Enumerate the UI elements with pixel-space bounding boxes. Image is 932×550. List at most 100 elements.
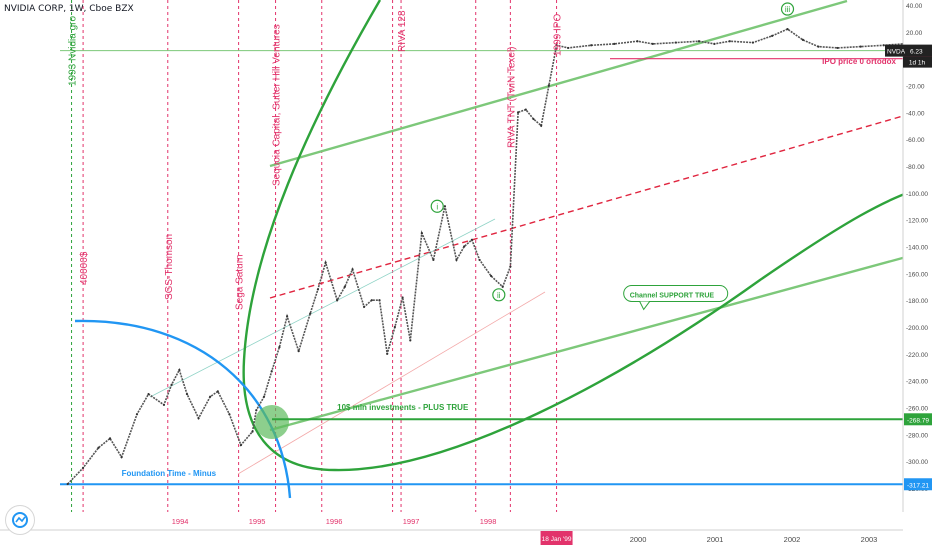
price-point: [286, 315, 289, 318]
price-point: [455, 258, 458, 262]
y-tick-label: -140.00: [906, 245, 928, 252]
price-point: [420, 231, 423, 235]
x-tick-label: 1998: [480, 517, 497, 526]
investment-label: 10$ mln investments - PLUS TRUE: [337, 403, 469, 412]
price-point: [378, 299, 381, 302]
x-tick-label: 1994: [172, 517, 189, 526]
price-point: [651, 42, 654, 46]
price-point: [501, 285, 504, 288]
wave-label-circle: [780, 2, 795, 16]
price-point: [162, 403, 166, 406]
price-point: [516, 111, 520, 114]
level-price-tag: [904, 413, 932, 426]
price-point: [674, 41, 677, 44]
price-point: [636, 40, 639, 43]
price-point: [120, 456, 123, 459]
countdown-text: 1d 1h: [909, 60, 926, 67]
price-point: [524, 108, 527, 111]
price-point: [170, 383, 173, 386]
price-point: [401, 296, 404, 299]
price-point: [478, 258, 481, 262]
marker-label: Sega Saturn: [235, 254, 246, 310]
price-point: [786, 28, 789, 31]
price-point: [324, 261, 327, 264]
price-point: [409, 339, 412, 342]
y-tick-label: -200.00: [906, 325, 928, 332]
chart-title: NVIDIA CORP, 1W, Cboe BZX: [4, 4, 134, 14]
channel-support-line: [269, 248, 932, 432]
channel-support-callout: [623, 284, 729, 302]
marker-label: RIVA 128: [397, 10, 408, 52]
countdown-tag: [903, 56, 932, 68]
y-tick-label: -100.00: [906, 191, 928, 198]
callout-pointer: [639, 301, 651, 311]
green-parabola-curve: [242, 0, 932, 472]
price-point: [97, 446, 100, 449]
level-price-text: -317.21: [907, 482, 929, 489]
x-tick-label: 2002: [784, 535, 801, 544]
price-point: [836, 46, 839, 50]
y-tick-label: -220.00: [906, 352, 928, 359]
blue-arc: [74, 319, 292, 499]
price-point: [470, 238, 473, 241]
x-tick-label: 2001: [707, 535, 724, 544]
price-point: [882, 44, 885, 47]
price-point: [228, 413, 231, 416]
price-point: [343, 285, 346, 288]
price-point: [255, 409, 258, 412]
symbol-price-tag: [885, 44, 932, 57]
x-tick-label: 2003: [861, 535, 878, 544]
price-point: [209, 395, 212, 398]
price-point: [108, 437, 112, 440]
x-tick-label: 1997: [403, 517, 420, 526]
price-point: [697, 40, 701, 43]
marker-label: 1999 IPO: [553, 14, 564, 56]
price-point: [443, 205, 447, 208]
lower-channel-guide: [237, 291, 546, 475]
price-series-line[interactable]: [67, 28, 904, 485]
price-point: [270, 370, 273, 373]
price-point: [713, 42, 716, 46]
x-axis-area: [0, 512, 932, 550]
y-tick-label: 20.00: [906, 30, 923, 37]
upper-trend-line: [269, 0, 848, 168]
price-point: [66, 482, 69, 486]
marker-label: RIVA TNT (TwiN Texel): [506, 46, 517, 148]
x-tick-label: 2000: [630, 535, 647, 544]
channel-support-label: Channel SUPPORT TRUE: [630, 292, 715, 299]
marker-label: SGS-Thomson: [164, 234, 175, 300]
price-point: [336, 299, 339, 302]
price-point: [185, 392, 189, 396]
marker-label: Sequoia Capital, Sutter Hill Ventures: [272, 24, 283, 186]
wave-label-circle: [430, 199, 444, 213]
price-point: [432, 258, 435, 262]
price-point: [817, 45, 820, 48]
y-tick-label: -40.00: [906, 110, 925, 117]
price-point: [540, 124, 543, 127]
price-point: [370, 299, 373, 302]
price-point: [547, 84, 550, 87]
price-point: [135, 413, 139, 416]
tradingview-logo[interactable]: [5, 505, 35, 535]
price-point: [216, 390, 219, 393]
price-point: [490, 274, 493, 278]
symbol-name: NVDA: [887, 49, 906, 56]
y-tick-label: -120.00: [906, 218, 928, 225]
y-tick-label: -240.00: [906, 379, 928, 386]
price-point: [393, 325, 396, 329]
price-point: [590, 44, 593, 47]
y-tick-label: -260.00: [906, 406, 928, 413]
level-price-text: -268.79: [907, 417, 929, 424]
price-point: [509, 265, 512, 268]
upper-channel-guide: [149, 218, 496, 398]
wave-label-text: ii: [497, 291, 501, 300]
price-point: [751, 41, 754, 44]
price-point: [859, 45, 862, 48]
price-point: [801, 38, 805, 41]
y-tick-label: -80.00: [906, 164, 925, 171]
price-point: [463, 245, 466, 248]
price-point: [278, 346, 281, 349]
y-tick-label: -160.00: [906, 271, 928, 278]
price-point: [81, 466, 85, 469]
